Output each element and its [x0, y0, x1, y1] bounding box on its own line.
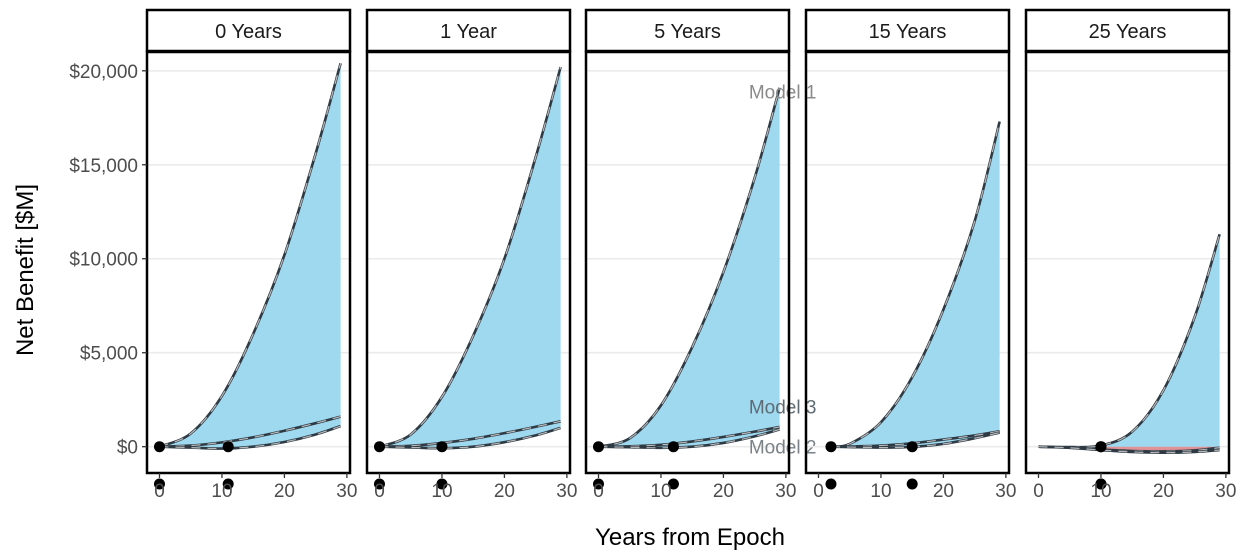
x-tick-label: 30: [556, 481, 577, 502]
rug-marker: [825, 479, 836, 490]
facet-strip-label: 1 Year: [440, 21, 497, 43]
facet-strip-label: 0 Years: [215, 21, 282, 43]
x-tick-label: 10: [870, 481, 891, 502]
x-axis-title: Years from Epoch: [595, 524, 785, 551]
y-axis: $0 $5,000 $10,000 $15,000 $20,000: [69, 62, 147, 459]
epoch-marker: [668, 441, 679, 452]
x-tick-label: 30: [336, 481, 357, 502]
x-tick-label: 10: [650, 481, 671, 502]
x-tick-label: 10: [431, 481, 452, 502]
epoch-marker: [1095, 441, 1106, 452]
plot-area: [379, 67, 560, 448]
x-tick-label: 20: [494, 481, 515, 502]
panel-3: 15 Years 0 10 20 30: [806, 10, 1016, 502]
x-tick-label: 30: [775, 481, 796, 502]
x-tick-label: 10: [211, 481, 232, 502]
y-tick-label: $20,000: [69, 62, 138, 83]
epoch-marker: [374, 441, 385, 452]
x-tick-label: 30: [995, 481, 1016, 502]
rug-marker: [907, 479, 918, 490]
benefit-band: [379, 67, 560, 448]
benefit-band: [1038, 234, 1219, 452]
x-tick-label: 0: [813, 481, 824, 502]
y-tick-label: $10,000: [69, 250, 138, 271]
y-tick-label: $0: [117, 438, 138, 459]
y-axis-title: Net Benefit [$M]: [12, 184, 39, 356]
epoch-marker: [436, 441, 447, 452]
panel-1: 1 Year 0 10 20 30: [367, 10, 577, 502]
benefit-band: [831, 122, 1000, 448]
plot-area: [831, 122, 1000, 448]
benefit-band: [598, 88, 779, 448]
x-tick-label: 30: [1215, 481, 1236, 502]
x-tick-label: 0: [154, 481, 165, 502]
epoch-marker: [593, 441, 604, 452]
x-tick-label: 20: [933, 481, 954, 502]
plot-area: [159, 63, 340, 448]
y-tick-label: $5,000: [80, 344, 138, 365]
benefit-band: [159, 63, 340, 448]
epoch-marker: [154, 441, 165, 452]
plot-area: [1038, 234, 1219, 452]
y-tick-label: $15,000: [69, 156, 138, 177]
facet-strip-label: 15 Years: [869, 21, 947, 43]
plot-area: [598, 88, 779, 448]
x-tick-label: 10: [1090, 481, 1111, 502]
facet-strip-label: 25 Years: [1089, 21, 1167, 43]
x-tick-label: 20: [1153, 481, 1174, 502]
x-tick-label: 0: [374, 481, 385, 502]
x-tick-label: 20: [713, 481, 734, 502]
epoch-marker: [223, 441, 234, 452]
epoch-marker: [907, 441, 918, 452]
facet-strip-label: 5 Years: [654, 21, 721, 43]
epoch-marker: [825, 441, 836, 452]
x-tick-label: 20: [274, 481, 295, 502]
x-tick-label: 0: [593, 481, 604, 502]
panel-4: 25 Years 0 10 20 30: [1026, 10, 1236, 502]
panel-0: 0 Years 0 10 20 30: [147, 10, 357, 502]
x-tick-label: 0: [1033, 481, 1044, 502]
